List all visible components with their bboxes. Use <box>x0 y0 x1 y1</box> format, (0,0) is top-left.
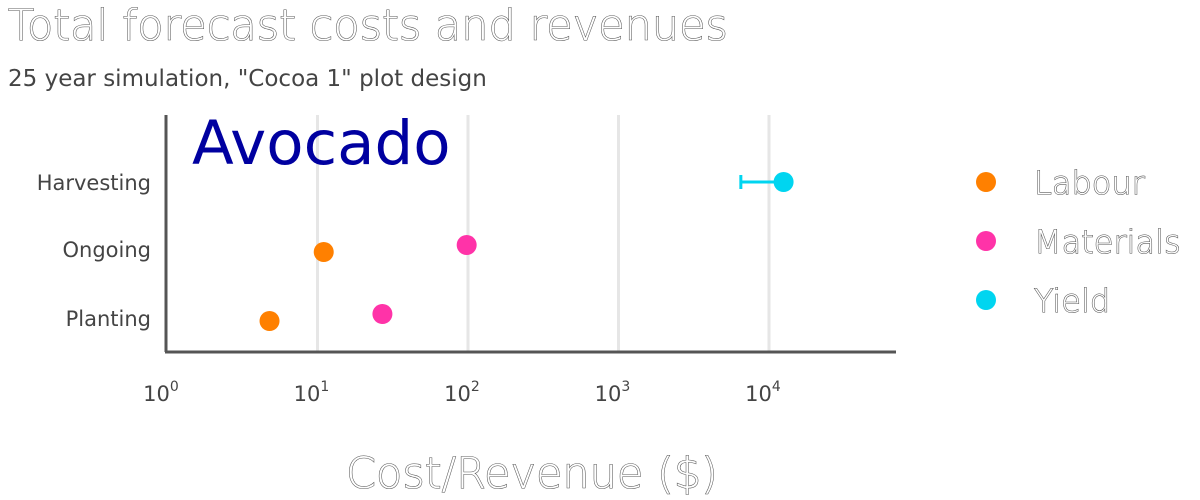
legend-marker <box>976 231 996 251</box>
legend-marker <box>976 290 996 310</box>
x-tick-label: 104 <box>745 379 781 406</box>
y-axis: Harvesting Ongoing Planting <box>37 115 168 352</box>
legend: Labour Materials Yield <box>976 163 1181 321</box>
data-point-labour <box>259 311 280 331</box>
x-axis-title: Cost/Revenue ($) <box>346 449 718 499</box>
grid <box>316 115 771 352</box>
legend-label: Yield <box>1034 282 1110 320</box>
legend-label: Labour <box>1034 164 1146 202</box>
data-point-materials <box>456 235 477 255</box>
data-marks <box>259 172 794 331</box>
panel-label: Avocado <box>192 108 451 179</box>
y-category-label: Planting <box>66 307 151 331</box>
x-tick-label: 103 <box>595 379 631 406</box>
chart-subtitle: 25 year simulation, "Cocoa 1" plot desig… <box>8 66 487 92</box>
chart-title: Total forecast costs and revenues <box>8 1 728 51</box>
x-tick-label: 102 <box>444 379 480 406</box>
legend-marker <box>976 172 996 192</box>
legend-label: Materials <box>1034 223 1181 261</box>
x-tick-label: 100 <box>143 379 179 406</box>
data-point-yield <box>773 172 794 192</box>
x-tick-label: 101 <box>294 379 330 406</box>
data-point-materials <box>372 304 393 324</box>
y-category-label: Ongoing <box>63 238 152 262</box>
x-axis: 100 101 102 103 104 <box>143 350 896 406</box>
data-point-labour <box>313 242 334 262</box>
y-category-label: Harvesting <box>37 171 151 195</box>
